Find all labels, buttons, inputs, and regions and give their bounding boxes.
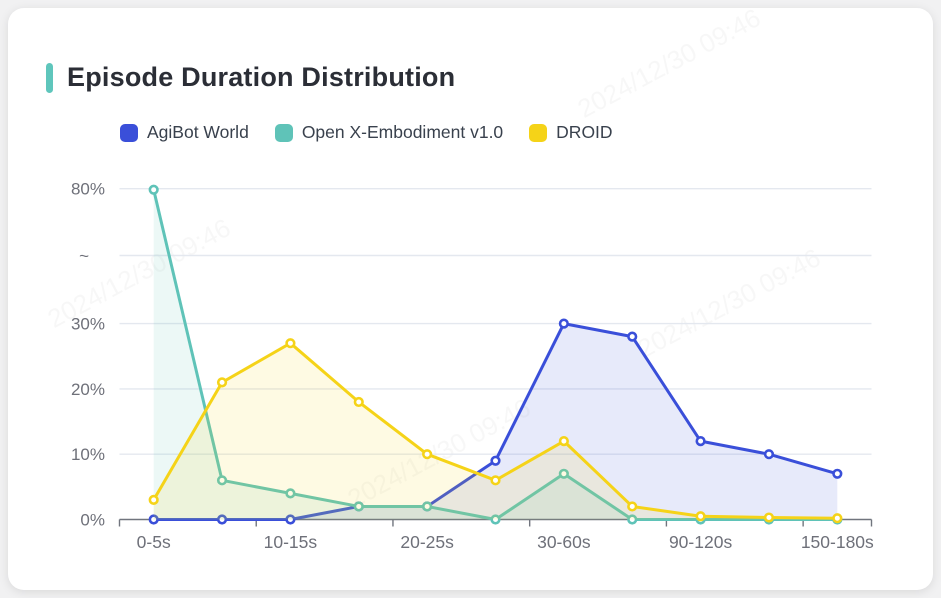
data-point-droid-3[interactable] [353, 396, 364, 408]
y-axis-label: 10% [71, 445, 105, 464]
data-point-open-x-embodiment-v1-0-0[interactable] [148, 184, 159, 195]
duration-distribution-chart: 0% 10% 20% 30% ~80% 0-5s 10-15s 20-25s 30-60s 90-… [71, 180, 874, 552]
legend-label: AgiBot World [147, 122, 249, 142]
data-point-agibot-world-1[interactable] [216, 514, 228, 525]
y-axis-label: 30% [71, 315, 105, 334]
data-point-open-x-embodiment-v1-0-2[interactable] [285, 488, 296, 499]
x-axis-label: 20-25s [400, 532, 454, 552]
legend-swatch-open-x-embodiment [274, 123, 293, 142]
title-row: Episode Duration Distribution [46, 62, 455, 93]
legend-item-droid[interactable]: DROID [529, 122, 613, 143]
series-area-agibot-world [153, 323, 838, 520]
data-point-droid-9[interactable] [763, 512, 775, 523]
data-point-droid-2[interactable] [285, 338, 296, 349]
data-point-droid-4[interactable] [422, 449, 433, 460]
page-title: Episode Duration Distribution [67, 62, 456, 92]
legend-label: DROID [556, 122, 613, 142]
data-point-agibot-world-9[interactable] [763, 449, 775, 460]
legend-swatch-droid [529, 123, 548, 142]
legend-swatch-agibot-world [120, 123, 138, 142]
x-axis-label: 150-180s [801, 532, 874, 552]
data-point-agibot-world-7[interactable] [627, 331, 638, 342]
data-point-droid-10[interactable] [832, 513, 843, 524]
y-axis-label: 20% [71, 380, 105, 399]
legend-item-agibot-world[interactable]: AgiBot World [120, 122, 249, 143]
y-axis-label: 0% [80, 511, 105, 530]
data-point-droid-8[interactable] [695, 511, 706, 522]
data-point-agibot-world-2[interactable] [285, 514, 296, 525]
y-axis-label: 80% [71, 180, 105, 199]
series-area-droid [153, 343, 838, 520]
x-axis-label: 30-60s [537, 532, 591, 552]
data-point-open-x-embodiment-v1-0-5[interactable] [490, 514, 501, 525]
data-point-open-x-embodiment-v1-0-7[interactable] [627, 514, 638, 525]
data-point-agibot-world-10[interactable] [832, 468, 843, 479]
data-point-agibot-world-8[interactable] [695, 436, 706, 447]
data-point-agibot-world-6[interactable] [558, 318, 569, 329]
data-point-droid-6[interactable] [558, 436, 569, 447]
legend-item-open-x-embodiment[interactable]: Open X-Embodiment v1.0 [274, 122, 504, 143]
data-point-droid-0[interactable] [148, 494, 159, 506]
data-point-agibot-world-0[interactable] [148, 514, 159, 525]
data-point-droid-5[interactable] [490, 475, 501, 486]
data-point-open-x-embodiment-v1-0-3[interactable] [353, 501, 364, 512]
chart-legend: AgiBot World Open X-Embodiment v1.0 DROI… [120, 122, 613, 143]
x-axis-label: 0-5s [137, 532, 171, 552]
data-point-droid-7[interactable] [627, 501, 638, 512]
data-point-droid-1[interactable] [216, 377, 228, 388]
legend-label: Open X-Embodiment v1.0 [301, 122, 504, 142]
title-accent-bar [46, 62, 53, 93]
data-point-open-x-embodiment-v1-0-1[interactable] [216, 475, 228, 486]
data-point-open-x-embodiment-v1-0-4[interactable] [422, 501, 433, 512]
chart-card: 2024/12/30 09:46 2024/12/30 09:46 2024/1… [8, 8, 933, 590]
data-point-open-x-embodiment-v1-0-6[interactable] [558, 468, 569, 479]
x-axis-label: 90-120s [669, 532, 732, 552]
series-area-open-x-embodiment-v1-0 [153, 189, 838, 520]
x-axis-label: 10-15s [264, 532, 318, 552]
y-axis-label: ~ [79, 247, 89, 266]
data-point-agibot-world-5[interactable] [490, 455, 501, 466]
